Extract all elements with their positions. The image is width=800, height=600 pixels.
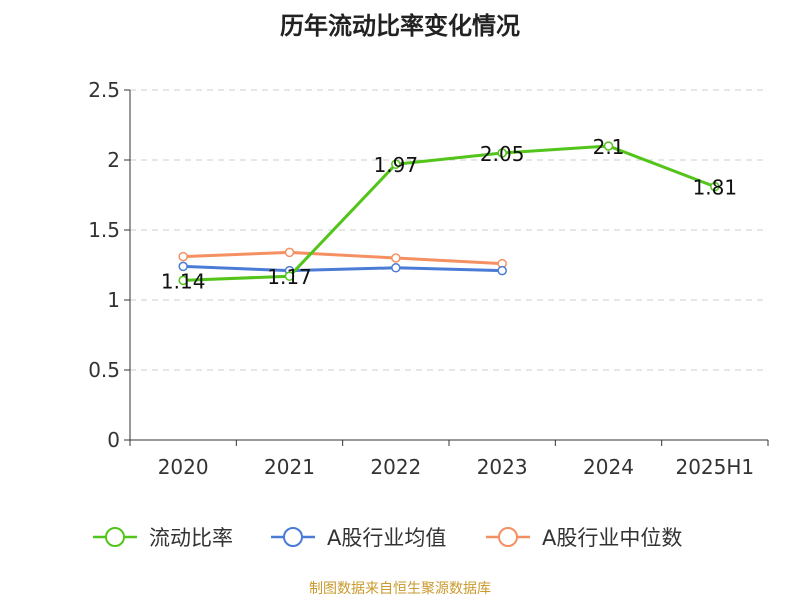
series-lines <box>178 141 720 286</box>
legend-label: 流动比率 <box>149 526 233 550</box>
series-line <box>183 144 716 282</box>
legend-item[interactable]: A股行业中位数 <box>486 526 682 550</box>
data-point <box>391 253 401 263</box>
y-tick-label: 0 <box>107 428 120 452</box>
data-point <box>391 263 401 273</box>
x-tick-label: 2021 <box>264 455 315 479</box>
data-labels: 1.14 1.17 1.97 2.05 2.1 1.81 <box>161 135 737 293</box>
legend-marker <box>498 527 518 547</box>
data-point <box>178 261 188 272</box>
data-point <box>178 251 188 262</box>
legend-marker <box>105 527 125 547</box>
y-tick-label: 2.5 <box>88 78 120 102</box>
y-tick-label: 1.5 <box>88 218 120 242</box>
grid-lines <box>130 89 768 371</box>
y-tick-label: 2 <box>107 148 120 172</box>
data-label: 1.97 <box>374 153 419 177</box>
data-point <box>391 159 401 169</box>
x-tick-label: 2025H1 <box>675 455 754 479</box>
series-line <box>183 250 503 266</box>
data-point <box>497 265 507 276</box>
data-label: 1.81 <box>693 176 738 200</box>
legend-marker <box>283 527 303 547</box>
data-point <box>710 181 720 192</box>
axes: 0 0.5 1 1.5 2 2.5 2020 2021 2022 2023 2024 2025H1 <box>88 78 769 479</box>
y-tick-label: 1 <box>107 288 120 312</box>
chart-title: 历年流动比率变化情况 <box>280 12 520 40</box>
data-label: 1.17 <box>267 265 312 289</box>
data-point <box>603 141 614 151</box>
legend-item[interactable]: 流动比率 <box>93 526 233 550</box>
data-point <box>284 271 295 281</box>
data-point <box>284 247 295 258</box>
data-source-note: 制图数据来自恒生聚源数据库 <box>309 581 491 597</box>
data-point <box>178 275 188 286</box>
legend-label: A股行业均值 <box>327 526 446 550</box>
data-point <box>497 148 507 158</box>
data-label: 2.05 <box>480 142 525 166</box>
data-label: 2.1 <box>593 135 625 159</box>
series-line <box>183 264 503 273</box>
x-tick-label: 2020 <box>158 455 209 479</box>
data-label: 1.14 <box>161 269 206 293</box>
x-tick-label: 2023 <box>477 455 528 479</box>
y-tick-label: 0.5 <box>88 358 120 382</box>
legend-label: A股行业中位数 <box>542 526 682 550</box>
x-tick-label: 2024 <box>583 455 634 479</box>
legend-item[interactable]: A股行业均值 <box>271 526 446 550</box>
legend[interactable]: 流动比率 A股行业均值 A股行业中位数 <box>93 526 682 550</box>
x-tick-label: 2022 <box>370 455 421 479</box>
